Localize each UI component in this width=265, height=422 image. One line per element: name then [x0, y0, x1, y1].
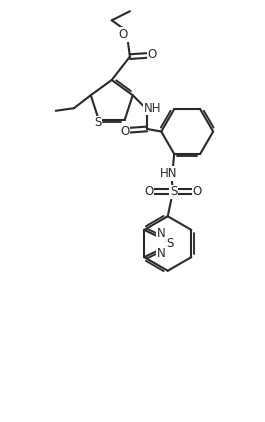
Text: NH: NH	[144, 102, 161, 115]
Text: O: O	[120, 125, 130, 138]
Text: S: S	[166, 237, 174, 250]
Text: O: O	[148, 48, 157, 60]
Text: S: S	[94, 116, 101, 130]
Text: O: O	[144, 185, 153, 198]
Text: N: N	[157, 247, 165, 260]
Text: O: O	[119, 28, 128, 41]
Text: O: O	[192, 185, 202, 198]
Text: HN: HN	[160, 167, 178, 180]
Text: N: N	[157, 227, 165, 241]
Text: S: S	[170, 185, 177, 198]
